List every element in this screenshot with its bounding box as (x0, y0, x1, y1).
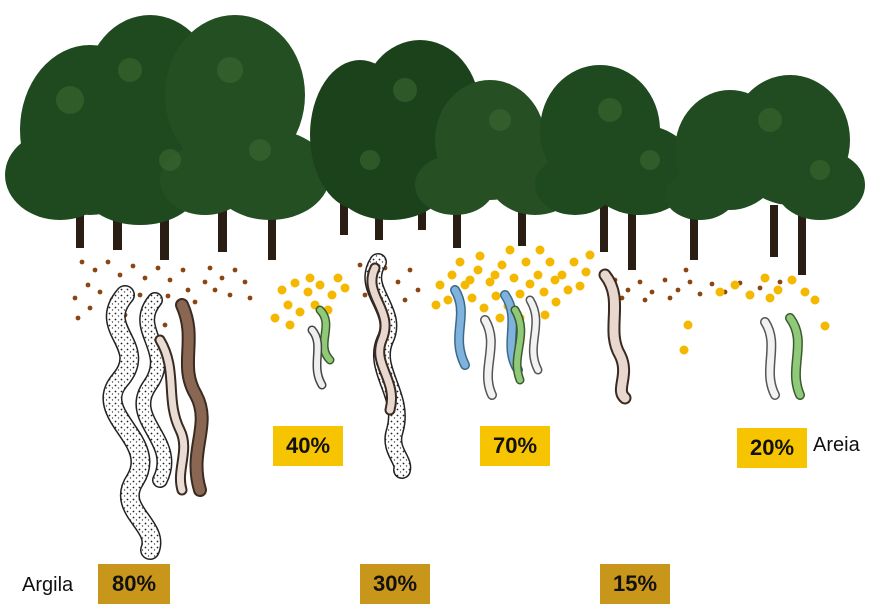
clay-particle-icon (72, 259, 783, 328)
nematode-icon (598, 268, 632, 405)
tree-icon (5, 15, 215, 225)
nematodes (102, 253, 805, 560)
nematode-icon (307, 305, 335, 390)
clay-percentage-box-1: 80% (98, 564, 170, 604)
nematode-icon (364, 253, 412, 479)
tree-icon (160, 15, 330, 220)
sand-particle-icon (270, 245, 830, 355)
clay-percentage-box-3: 15% (600, 564, 670, 604)
tree-icon (535, 65, 695, 215)
sand-percentage-box-2: 70% (480, 426, 550, 466)
clay-percentage-box-2: 30% (360, 564, 430, 604)
tree-canopy (5, 15, 865, 225)
sand-percentage-box-1: 40% (273, 426, 343, 466)
tree-icon (310, 40, 480, 220)
sand-label: Areia (813, 434, 860, 456)
clay-label: Argila (22, 574, 74, 596)
nematode-icon (154, 298, 209, 497)
nematode-icon (102, 285, 173, 560)
nematode-icon (450, 285, 543, 400)
sand-percentage-box-3: 20% (737, 428, 807, 468)
nematode-icon (760, 313, 805, 400)
tree-icon (665, 75, 865, 220)
